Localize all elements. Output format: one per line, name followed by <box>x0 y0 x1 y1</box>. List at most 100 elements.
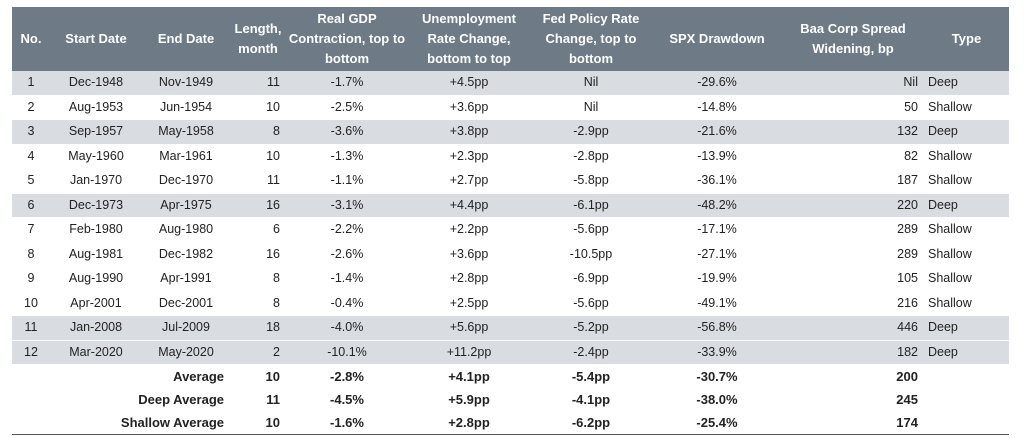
cell-fed: -6.1pp <box>530 193 652 218</box>
table-row: 2 Aug-1953 Jun-1954 10 -2.5% +3.6pp Nil -14.8% 5… <box>12 95 1009 120</box>
cell-fed: -2.4pp <box>530 340 652 365</box>
cell-start: Jan-2008 <box>50 315 142 341</box>
summary-fed: -6.2pp <box>530 411 652 435</box>
cell-unemp: +2.2pp <box>408 217 530 243</box>
summary-baa: 200 <box>896 369 918 384</box>
header-gdp: Real GDP Contraction, top to bottom <box>286 7 408 71</box>
summary-baa: 174 <box>782 411 924 435</box>
cell-end: Nov-1949 <box>142 71 230 96</box>
cell-baa: 182 <box>782 340 924 365</box>
table-row: 5 Jan-1970 Dec-1970 11 -1.1% +2.7pp -5.8pp -36.… <box>12 168 1009 194</box>
cell-spx: -29.6% <box>652 71 782 96</box>
cell-spx: -56.8% <box>652 315 782 341</box>
cell-type: Deep <box>924 193 1009 218</box>
cell-baa: 216 <box>782 291 924 316</box>
cell-no: 6 <box>12 193 50 218</box>
cell-no: 5 <box>12 168 50 194</box>
cell-length: 8 <box>230 291 286 316</box>
cell-length: 2 <box>230 340 286 365</box>
cell-baa: 50 <box>782 95 924 120</box>
cell-spx: -14.8% <box>652 95 782 120</box>
table-row: 10 Apr-2001 Dec-2001 8 -0.4% +2.5pp -5.6pp -49.… <box>12 291 1009 316</box>
cell-unemp: +3.8pp <box>408 119 530 145</box>
summary-fed: -5.4pp <box>571 369 611 384</box>
cell-baa: 132 <box>782 119 924 145</box>
cell-unemp: +5.6pp <box>408 315 530 341</box>
cell-length: 10 <box>230 144 286 169</box>
cell-gdp: -1.7% <box>286 71 408 96</box>
summary-label: Average <box>173 369 224 384</box>
cell-start: Dec-1948 <box>50 71 142 96</box>
cell-baa: 105 <box>782 266 924 292</box>
cell-type: Deep <box>924 340 1009 365</box>
cell-baa: 446 <box>782 315 924 341</box>
table-row: 8 Aug-1981 Dec-1982 16 -2.6% +3.6pp -10.5pp -27… <box>12 242 1009 267</box>
cell-length: 11 <box>230 71 286 96</box>
cell-spx: -13.9% <box>652 144 782 169</box>
cell-length: 16 <box>230 193 286 218</box>
header-no: No. <box>12 7 50 71</box>
cell-gdp: -1.4% <box>286 266 408 292</box>
summary-label: Deep Average <box>138 392 224 407</box>
cell-fed: -5.6pp <box>530 291 652 316</box>
cell-fed: -5.6pp <box>530 217 652 243</box>
cell-no: 4 <box>12 144 50 169</box>
table-row: 12 Mar-2020 May-2020 2 -10.1% +11.2pp -2.4pp -3… <box>12 340 1009 365</box>
summary-baa: 245 <box>896 392 918 407</box>
table-row: 4 May-1960 Mar-1961 10 -1.3% +2.3pp -2.8pp -13.… <box>12 144 1009 169</box>
cell-end: May-1958 <box>142 119 230 145</box>
cell-start: Jan-1970 <box>50 168 142 194</box>
cell-type: Deep <box>924 71 1009 96</box>
header-unemployment: Unemployment Rate Change, bottom to top <box>408 7 530 71</box>
header-baa-spread: Baa Corp Spread Widening, bp <box>782 7 924 71</box>
cell-unemp: +3.6pp <box>408 95 530 120</box>
cell-type: Shallow <box>924 95 1009 120</box>
cell-type: Deep <box>924 119 1009 145</box>
summary-gdp: -1.6% <box>286 411 408 435</box>
cell-end: Jun-1954 <box>142 95 230 120</box>
cell-end: Mar-1961 <box>142 144 230 169</box>
cell-fed: -10.5pp <box>530 242 652 267</box>
cell-no: 7 <box>12 217 50 243</box>
cell-gdp: -3.1% <box>286 193 408 218</box>
table-row: 11 Jan-2008 Jul-2009 18 -4.0% +5.6pp -5.2pp -56… <box>12 315 1009 341</box>
cell-spx: -19.9% <box>652 266 782 292</box>
summary-fed: -4.1pp <box>571 392 611 407</box>
cell-spx: -48.2% <box>652 193 782 218</box>
cell-length: 6 <box>230 217 286 243</box>
cell-length: 18 <box>230 315 286 341</box>
cell-gdp: -2.6% <box>286 242 408 267</box>
table-summary: Average 10 -2.8% +4.1pp -5.4pp -30.7% 200 Deep … <box>12 365 1009 435</box>
header-end-date: End Date <box>142 7 230 71</box>
cell-start: Aug-1953 <box>50 95 142 120</box>
cell-start: Apr-2001 <box>50 291 142 316</box>
cell-gdp: -2.5% <box>286 95 408 120</box>
summary-row: Average 10 -2.8% +4.1pp -5.4pp -30.7% 200 <box>12 365 1009 389</box>
recession-table-container: No. Start Date End Date Length, month Re… <box>12 7 1009 435</box>
cell-start: Aug-1990 <box>50 266 142 292</box>
cell-gdp: -2.2% <box>286 217 408 243</box>
cell-end: Dec-1970 <box>142 168 230 194</box>
cell-fed: -2.8pp <box>530 144 652 169</box>
cell-baa: 289 <box>782 242 924 267</box>
cell-unemp: +4.5pp <box>408 71 530 96</box>
cell-end: Dec-2001 <box>142 291 230 316</box>
cell-fed: -6.9pp <box>530 266 652 292</box>
header-start-date: Start Date <box>50 7 142 71</box>
summary-gdp: -4.5% <box>330 392 364 407</box>
cell-unemp: +2.5pp <box>408 291 530 316</box>
cell-gdp: -10.1% <box>286 340 408 365</box>
summary-type-empty <box>924 411 1009 435</box>
cell-length: 8 <box>230 266 286 292</box>
cell-gdp: -0.4% <box>286 291 408 316</box>
cell-start: Feb-1980 <box>50 217 142 243</box>
summary-gdp: -2.8% <box>330 369 364 384</box>
summary-type-empty <box>924 388 1009 411</box>
cell-start: Mar-2020 <box>50 340 142 365</box>
cell-type: Shallow <box>924 168 1009 194</box>
cell-baa: 220 <box>782 193 924 218</box>
cell-length: 11 <box>230 168 286 194</box>
recession-table: No. Start Date End Date Length, month Re… <box>12 7 1009 435</box>
cell-fed: -2.9pp <box>530 119 652 145</box>
cell-end: May-2020 <box>142 340 230 365</box>
